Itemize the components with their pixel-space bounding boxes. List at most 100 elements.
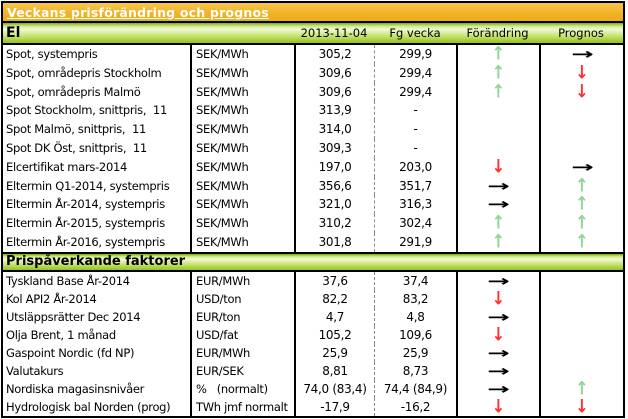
change-cell <box>456 138 539 158</box>
value-previous: 74,4 (84,9) <box>374 379 456 398</box>
change-cell: ↓ <box>456 157 539 177</box>
row-unit: SEK/MWh <box>190 82 294 102</box>
table-row: Spot Malmö, snittpris, 11 SEK/MWh 314,0 … <box>3 120 623 139</box>
table-row: Hydrologisk bal Norden (prog) TWh jmf no… <box>3 397 623 416</box>
change-cell: ↑ <box>456 45 539 64</box>
value-current: 8,81 <box>294 361 374 380</box>
forecast-cell <box>539 138 623 158</box>
value-previous: -16,2 <box>374 397 456 416</box>
table-row: Spot Stockholm, snittpris, 11 SEK/MWh 31… <box>3 101 623 121</box>
forecast-arrow-icon: ↓ <box>575 82 589 102</box>
row-unit: EUR/MWh <box>190 343 294 362</box>
change-arrow-icon: ↓ <box>491 157 506 177</box>
column-header-fg-vecka: Fg vecka <box>389 26 441 40</box>
row-unit: USD/fat <box>190 325 294 344</box>
change-cell: ↓ <box>456 289 539 308</box>
value-current: 321,0 <box>294 195 374 215</box>
value-current: 25,9 <box>294 343 374 362</box>
page-title: Veckans prisförändring och prognos <box>7 5 269 20</box>
table-row: Gaspoint Nordic (fd NP) EUR/MWh 25,9 25,… <box>3 343 623 362</box>
row-unit: % (normalt) <box>190 379 294 398</box>
row-unit: EUR/ton <box>190 307 294 326</box>
value-previous: 203,0 <box>374 157 456 177</box>
value-current: -17,9 <box>294 397 374 416</box>
forecast-cell: ↑ <box>539 195 623 215</box>
row-unit: SEK/MWh <box>190 45 294 64</box>
value-previous: - <box>374 120 456 139</box>
column-header-date: 2013-11-04 <box>300 26 368 40</box>
change-arrow-icon: ↑ <box>491 63 506 83</box>
row-unit: SEK/MWh <box>190 214 294 233</box>
row-label: Spot Malmö, snittpris, 11 <box>6 122 147 137</box>
row-label: Valutakurs <box>6 363 64 378</box>
value-previous: 4,8 <box>374 307 456 326</box>
forecast-cell: ↑ <box>539 232 623 252</box>
forecast-cell <box>539 289 623 308</box>
row-label: Elcertifikat mars-2014 <box>6 159 127 174</box>
change-cell <box>456 120 539 139</box>
table-header-row: El 2013-11-04 Fg vecka Förändring Progno… <box>3 23 623 45</box>
table-row: Elcertifikat mars-2014 SEK/MWh 197,0 203… <box>3 157 623 177</box>
table-row: Eltermin År-2014, systempris SEK/MWh 321… <box>3 195 623 215</box>
forecast-cell <box>539 271 623 290</box>
row-label: Utsläppsrätter Dec 2014 <box>6 309 141 324</box>
value-previous: 302,4 <box>374 214 456 233</box>
row-label: Nordiska magasinsnivåer <box>6 381 145 396</box>
forecast-cell <box>539 307 623 326</box>
value-current: 356,6 <box>294 176 374 196</box>
row-label: Gaspoint Nordic (fd NP) <box>6 345 135 360</box>
value-current: 197,0 <box>294 157 374 177</box>
change-arrow-icon: → <box>487 195 510 214</box>
change-arrow-icon: → <box>487 176 510 195</box>
row-label: Spot DK Öst, snittpris, 11 <box>6 140 147 155</box>
value-previous: 8,73 <box>374 361 456 380</box>
table-row: Olja Brent, 1 månad USD/fat 105,2 109,6 … <box>3 325 623 344</box>
value-previous: 37,4 <box>374 271 456 290</box>
row-label: Olja Brent, 1 månad <box>6 327 116 342</box>
value-previous: - <box>374 101 456 121</box>
row-label: Tyskland Base År-2014 <box>6 273 130 288</box>
row-unit: EUR/MWh <box>190 271 294 290</box>
section-header-prispaverkande: Prispåverkande faktorer <box>3 251 623 272</box>
change-arrow-icon: → <box>487 361 510 380</box>
forecast-arrow-icon: → <box>570 45 594 63</box>
forecast-arrow-icon: ↑ <box>575 214 589 233</box>
row-unit: SEK/MWh <box>190 63 294 83</box>
value-previous: 299,4 <box>374 82 456 102</box>
row-unit: SEK/MWh <box>190 120 294 139</box>
forecast-cell: → <box>539 157 623 177</box>
row-unit: SEK/MWh <box>190 176 294 196</box>
value-current: 305,2 <box>294 45 374 64</box>
value-previous: 351,7 <box>374 176 456 196</box>
value-previous: 83,2 <box>374 289 456 308</box>
section-title: Prispåverkande faktorer <box>6 253 186 269</box>
value-current: 310,2 <box>294 214 374 233</box>
section-header-el: El <box>6 25 21 41</box>
change-arrow-icon: ↑ <box>491 214 506 233</box>
forecast-arrow-icon: ↓ <box>575 397 589 416</box>
value-previous: 299,9 <box>374 45 456 64</box>
table-row: Spot, områdepris Malmö SEK/MWh 309,6 299… <box>3 82 623 102</box>
table-row: Spot, systempris SEK/MWh 305,2 299,9 ↑ → <box>3 45 623 64</box>
change-cell: → <box>456 271 539 290</box>
row-unit: TWh jmf normalt <box>190 397 294 416</box>
forecast-cell: → <box>539 45 623 64</box>
value-current: 74,0 (83,4) <box>294 379 374 398</box>
row-unit: EUR/SEK <box>190 361 294 380</box>
forecast-arrow-icon: → <box>570 157 594 176</box>
forecast-arrow-icon: ↑ <box>575 195 589 215</box>
forecast-cell <box>539 361 623 380</box>
forecast-cell <box>539 343 623 362</box>
value-current: 313,9 <box>294 101 374 121</box>
row-label: Spot, områdepris Stockholm <box>6 65 162 80</box>
table-row: Spot DK Öst, snittpris, 11 SEK/MWh 309,3… <box>3 138 623 158</box>
value-current: 314,0 <box>294 120 374 139</box>
forecast-arrow-icon: ↑ <box>575 176 589 196</box>
forecast-cell: ↓ <box>539 397 623 416</box>
forecast-cell <box>539 120 623 139</box>
table-row: Eltermin År-2015, systempris SEK/MWh 310… <box>3 214 623 233</box>
row-label: Eltermin År-2015, systempris <box>6 216 165 231</box>
forecast-cell: ↑ <box>539 214 623 233</box>
forecast-cell: ↓ <box>539 82 623 102</box>
